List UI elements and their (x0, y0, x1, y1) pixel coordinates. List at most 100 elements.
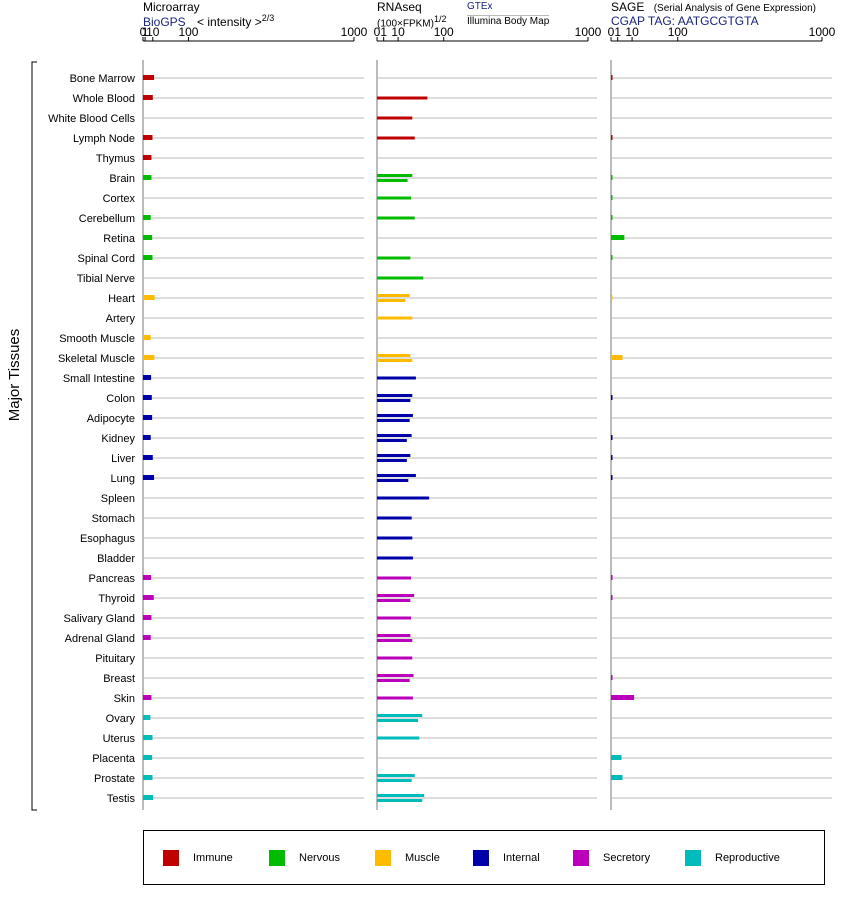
rnaseq-bar (377, 779, 412, 782)
tissue-label: Testis (107, 793, 136, 805)
microarray-unit: < intensity > (197, 15, 262, 29)
tissue-label: Salivary Gland (63, 613, 135, 625)
tissue-label: Skeletal Muscle (58, 353, 135, 365)
rnaseq-bar (377, 459, 407, 462)
microarray-bar (143, 355, 155, 360)
sage-tick-label: 100 (668, 25, 688, 39)
rnaseq-bar (377, 414, 413, 417)
sage-bar (611, 455, 613, 460)
tissue-label: Adrenal Gland (65, 633, 135, 645)
rnaseq-bar (377, 419, 410, 422)
microarray-bar (143, 255, 153, 260)
rnaseq-bar (377, 174, 413, 177)
rnaseq-bar (377, 599, 411, 602)
microarray-tick-label: 1000 (341, 25, 368, 39)
tissue-label: Ovary (106, 713, 136, 725)
rnaseq-bar (377, 794, 425, 797)
sage-bar (611, 235, 625, 240)
rnaseq-bar (377, 799, 423, 802)
tissue-label: Pancreas (89, 573, 136, 585)
sage-bar (611, 595, 613, 600)
tissue-label: Lung (111, 473, 135, 485)
sage-tag: CGAP TAG: AATGCGTGTA (611, 14, 759, 28)
rnaseq-bar (377, 639, 413, 642)
rnaseq-bar (377, 454, 411, 457)
rnaseq-bar (377, 399, 411, 402)
legend-label: Internal (503, 852, 540, 864)
microarray-bar (143, 615, 152, 620)
sage-bar (611, 215, 613, 220)
rnaseq-bar (377, 359, 413, 362)
rnaseq-bar (377, 674, 414, 677)
tissue-label: Brain (109, 173, 135, 185)
rnaseq-bar (377, 774, 415, 777)
rnaseq-tick-label: 0 (374, 25, 381, 39)
rnaseq-unit: (100×FPKM) (377, 18, 434, 30)
rnaseq-bar (377, 656, 413, 660)
tissue-label: Adipocyte (87, 413, 135, 425)
microarray-subheader: BioGPS < intensity >2/3 (143, 13, 274, 29)
rnaseq-bar (377, 179, 408, 182)
rnaseq-bar (377, 719, 419, 722)
rnaseq-title: RNAseq (377, 0, 422, 14)
sage-bar (611, 75, 613, 80)
major-tissues-label: Major Tissues (6, 329, 23, 422)
rnaseq-bar (377, 594, 415, 597)
microarray-bar (143, 135, 153, 140)
tissue-label: Breast (103, 673, 135, 685)
sage-bar (611, 255, 613, 260)
tissue-label: Thymus (96, 153, 136, 165)
major-tissues-bracket (31, 61, 37, 811)
legend-label: Muscle (405, 852, 440, 864)
rnaseq-bar (377, 496, 430, 500)
gtex-label: GTEx (467, 1, 493, 12)
microarray-exponent: 2/3 (261, 13, 275, 23)
tissue-label: Bone Marrow (70, 73, 135, 85)
sage-tick-label: 1 (614, 25, 621, 39)
rnaseq-bar (377, 294, 410, 297)
tissue-label: Retina (103, 233, 136, 245)
microarray-tick-label: 100 (178, 25, 198, 39)
rnaseq-bar (377, 479, 409, 482)
legend-label: Secretory (603, 852, 651, 864)
tissue-label: Heart (108, 293, 135, 305)
rnaseq-tick-label: 100 (434, 25, 454, 39)
rnaseq-bar (377, 736, 420, 740)
tissue-label: Cortex (103, 193, 136, 205)
sage-subheader: CGAP TAG: AATGCGTGTA (611, 14, 759, 28)
rnaseq-source-illumina: Illumina Body Map (467, 15, 550, 27)
sage-tick-label: 0 (608, 25, 615, 39)
tissue-label: Uterus (103, 733, 136, 745)
rnaseq-bar (377, 96, 428, 100)
microarray-bar (143, 215, 151, 220)
microarray-bar (143, 295, 155, 300)
microarray-bar (143, 235, 153, 240)
legend-swatch (269, 850, 285, 866)
sage-tick-label: 10 (625, 25, 639, 39)
microarray-bar (143, 635, 151, 640)
rnaseq-tick-label: 10 (391, 25, 405, 39)
microarray-bar (143, 455, 153, 460)
rnaseq-bar (377, 376, 416, 380)
tissue-label: Smooth Muscle (59, 333, 135, 345)
rnaseq-header: RNAseq (377, 0, 422, 14)
tissue-label: Colon (106, 393, 135, 405)
microarray-bar (143, 435, 151, 440)
microarray-bar (143, 755, 153, 760)
legend: Immune Nervous Muscle Internal Secretory Repr… (143, 830, 825, 885)
microarray-bar (143, 695, 152, 700)
rnaseq-bar (377, 634, 411, 637)
legend-label: Nervous (299, 852, 340, 864)
microarray-tick-label: 1 (142, 25, 149, 39)
rnaseq-exponent: 1/2 (433, 14, 447, 24)
rnaseq-bar (377, 316, 413, 320)
tissue-label: Cerebellum (79, 213, 135, 225)
sage-bar (611, 395, 613, 400)
rnaseq-subheader: (100×FPKM)1/2 (377, 14, 446, 29)
rnaseq-bar (377, 136, 415, 140)
sage-bar (611, 695, 635, 700)
sage-bar (611, 475, 613, 480)
sage-bar (611, 355, 623, 360)
tissue-label: Spinal Cord (78, 253, 135, 265)
